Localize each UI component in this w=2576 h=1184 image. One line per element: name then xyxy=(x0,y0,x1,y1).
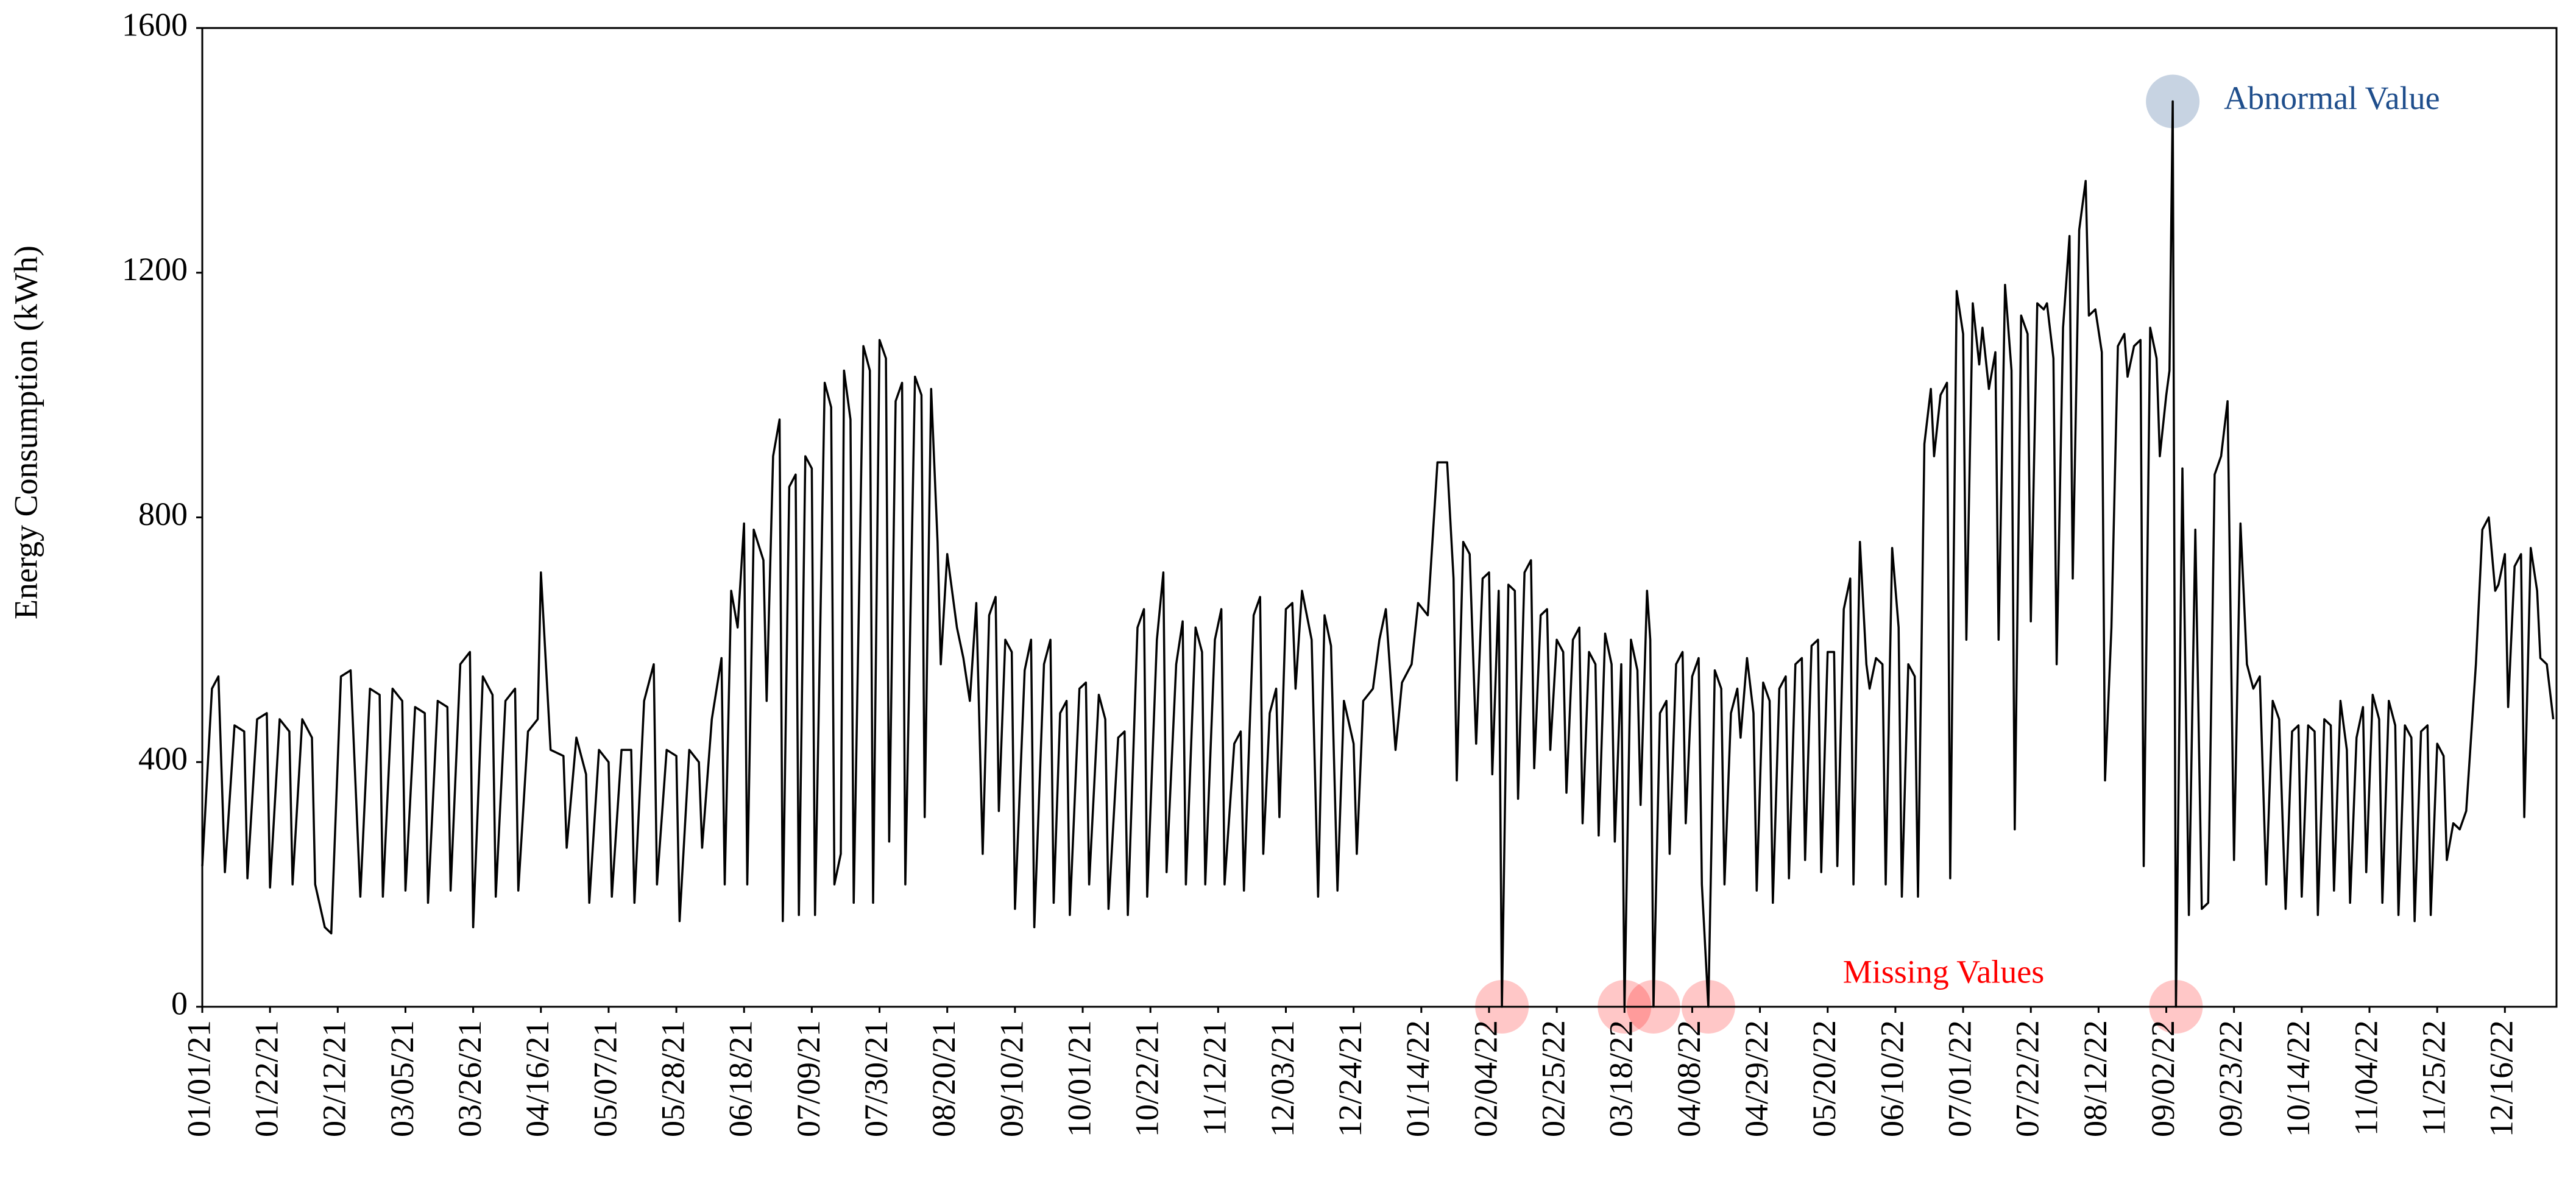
x-tick-label: 03/18/22 xyxy=(1603,1020,1640,1137)
line xyxy=(201,100,2555,1008)
x-tick-label: 02/25/22 xyxy=(1535,1020,1572,1137)
y-tick-label: 1600 xyxy=(122,6,188,43)
x-tick-label: 03/05/21 xyxy=(384,1020,420,1137)
x-tick-label: 08/20/21 xyxy=(925,1020,962,1137)
x-tick-label: 04/29/22 xyxy=(1738,1020,1775,1137)
x-tick-label: 12/16/22 xyxy=(2483,1020,2520,1137)
x-tick-label: 10/01/21 xyxy=(1061,1020,1097,1137)
x-tick-label: 04/08/22 xyxy=(1671,1020,1707,1137)
x-tick-label: 09/10/21 xyxy=(993,1020,1030,1137)
x-tick-label: 10/22/21 xyxy=(1129,1020,1166,1137)
x-tick-label: 05/28/21 xyxy=(654,1020,691,1137)
x-tick-label: 06/18/21 xyxy=(723,1020,759,1137)
x-tick-label: 07/22/22 xyxy=(2009,1020,2046,1137)
x-tick-label: 05/20/22 xyxy=(1806,1020,1842,1137)
y-tick-label: 400 xyxy=(138,741,188,777)
x-tick-label: 07/09/21 xyxy=(790,1020,827,1137)
x-tick-label: 01/01/21 xyxy=(180,1020,217,1137)
x-tick-label: 06/10/22 xyxy=(1874,1020,1910,1137)
x-tick-label: 03/26/21 xyxy=(451,1020,488,1137)
x-tick-label: 01/22/21 xyxy=(249,1020,285,1137)
x-tick-label: 12/03/21 xyxy=(1264,1020,1301,1137)
y-tick-label: 0 xyxy=(171,985,188,1021)
x-tick-label: 11/04/22 xyxy=(2348,1020,2384,1136)
x-tick-label: 10/14/22 xyxy=(2280,1020,2316,1137)
annotation: Abnormal Value xyxy=(2224,80,2440,116)
x-tick-label: 11/12/21 xyxy=(1197,1020,1233,1136)
annotation: Missing Values xyxy=(1843,953,2045,990)
x-tick-label: 09/02/22 xyxy=(2145,1020,2181,1137)
x-tick-label: 11/25/22 xyxy=(2416,1020,2452,1136)
x-tick-label: 01/14/22 xyxy=(1399,1020,1436,1137)
y-tick-label: 800 xyxy=(138,496,188,532)
y-axis-label: Energy Consumption (kWh) xyxy=(7,245,44,619)
x-tick-label: 07/01/22 xyxy=(1941,1020,1978,1137)
x-tick-label: 12/24/21 xyxy=(1332,1020,1368,1137)
x-tick-label: 07/30/21 xyxy=(858,1020,894,1137)
x-tick-label: 02/12/21 xyxy=(316,1020,353,1137)
x-tick-label: 04/16/21 xyxy=(519,1020,556,1137)
plot-frame xyxy=(201,27,2558,1008)
x-tick-label: 05/07/21 xyxy=(587,1020,623,1137)
x-tick-label: 08/12/22 xyxy=(2077,1020,2114,1137)
y-tick-label: 1200 xyxy=(122,251,188,287)
x-tick-label: 02/04/22 xyxy=(1467,1020,1504,1137)
x-tick-label: 09/23/22 xyxy=(2212,1020,2249,1137)
